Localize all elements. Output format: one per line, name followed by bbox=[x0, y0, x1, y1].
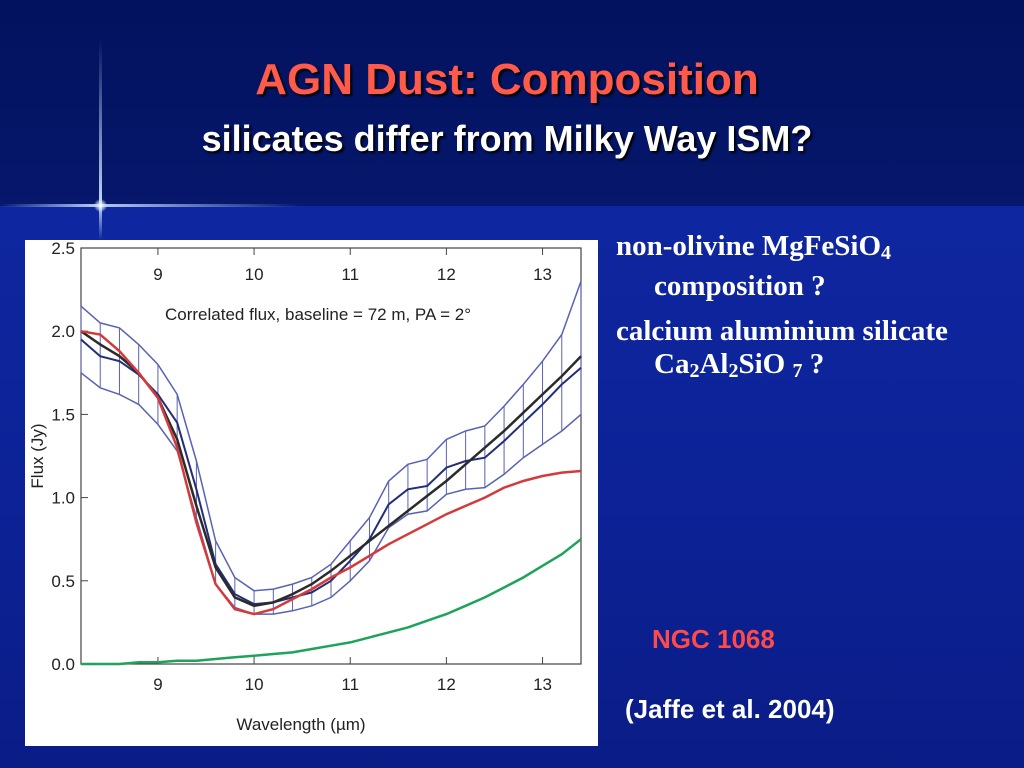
header-band bbox=[0, 0, 1024, 206]
y-tick-label: 1.0 bbox=[51, 489, 75, 508]
bullet-list: non-olivine MgFeSiO4 composition ? calci… bbox=[616, 230, 1020, 400]
subscript: 4 bbox=[881, 242, 892, 264]
bullet-text: non-olivine MgFeSiO bbox=[616, 230, 882, 262]
series-line-data-upper bbox=[80, 281, 582, 592]
bullet-item-ca2al2sio7: calcium aluminium silicate Ca2Al2SiO 7 ? bbox=[616, 315, 1020, 388]
citation: (Jaffe et al. 2004) bbox=[625, 694, 835, 724]
subscript: 2 bbox=[728, 360, 739, 382]
lens-flare-horizontal bbox=[0, 204, 300, 207]
subscript: 2 bbox=[689, 360, 700, 382]
x-tick-label: 10 bbox=[245, 675, 264, 694]
bullet-item-mgfesio4: non-olivine MgFeSiO4 composition ? bbox=[616, 230, 1020, 303]
series-line-red-model bbox=[80, 329, 582, 616]
chart-annotation: Correlated flux, baseline = 72 m, PA = 2… bbox=[165, 305, 471, 324]
y-tick-label: 2.5 bbox=[51, 240, 75, 258]
y-axis-label: Flux (Jy) bbox=[28, 423, 47, 488]
bullet-text: SiO bbox=[738, 348, 793, 380]
x-tick-label-top: 9 bbox=[153, 265, 162, 284]
lens-flare-vertical bbox=[99, 40, 102, 240]
bullet-text: Al bbox=[699, 348, 729, 380]
plot-layer: 0.0 0.5 1.0 1.5 2.0 2.5 9 9 10 10 11 11 12 12 13 13 Corr… bbox=[28, 240, 582, 734]
x-tick-label-top: 11 bbox=[341, 265, 359, 284]
series-line-green-model bbox=[81, 538, 582, 666]
subscript: 7 bbox=[792, 360, 803, 382]
x-tick-label-top: 10 bbox=[245, 265, 264, 284]
x-tick-label-top: 13 bbox=[533, 265, 552, 284]
series-line-data bbox=[80, 338, 582, 606]
x-tick-label: 11 bbox=[341, 675, 359, 694]
bullet-text: calcium aluminium silicate Ca bbox=[616, 315, 948, 380]
object-label: NGC 1068 bbox=[652, 624, 775, 654]
bullet-text: ? bbox=[802, 348, 825, 380]
plot-frame bbox=[80, 247, 582, 665]
x-axis-label: Wavelength (µm) bbox=[236, 715, 365, 734]
flux-chart: 0.0 0.5 1.0 1.5 2.0 2.5 9 9 10 10 11 11 12 12 13 13 Corr… bbox=[28, 240, 582, 734]
lens-flare-center bbox=[94, 199, 107, 212]
slide-subtitle: silicates differ from Milky Way ISM? bbox=[201, 118, 813, 159]
series-line-data-lower bbox=[80, 372, 582, 615]
x-tick-label: 9 bbox=[153, 675, 162, 694]
x-tick-label: 13 bbox=[533, 675, 552, 694]
slide-title: AGN Dust: Composition bbox=[255, 55, 759, 104]
y-tick-label: 0.5 bbox=[51, 572, 75, 591]
y-tick-label: 2.0 bbox=[51, 322, 75, 341]
bullet-text: composition ? bbox=[654, 270, 826, 302]
chart-panel: 0.0 0.5 1.0 1.5 2.0 2.5 9 9 10 10 11 11 12 12 13 13 Corr… bbox=[25, 240, 598, 746]
y-tick-label: 1.5 bbox=[51, 405, 75, 424]
x-tick-label: 12 bbox=[437, 675, 456, 694]
y-tick-label: 0.0 bbox=[51, 655, 75, 674]
x-tick-label-top: 12 bbox=[437, 265, 456, 284]
